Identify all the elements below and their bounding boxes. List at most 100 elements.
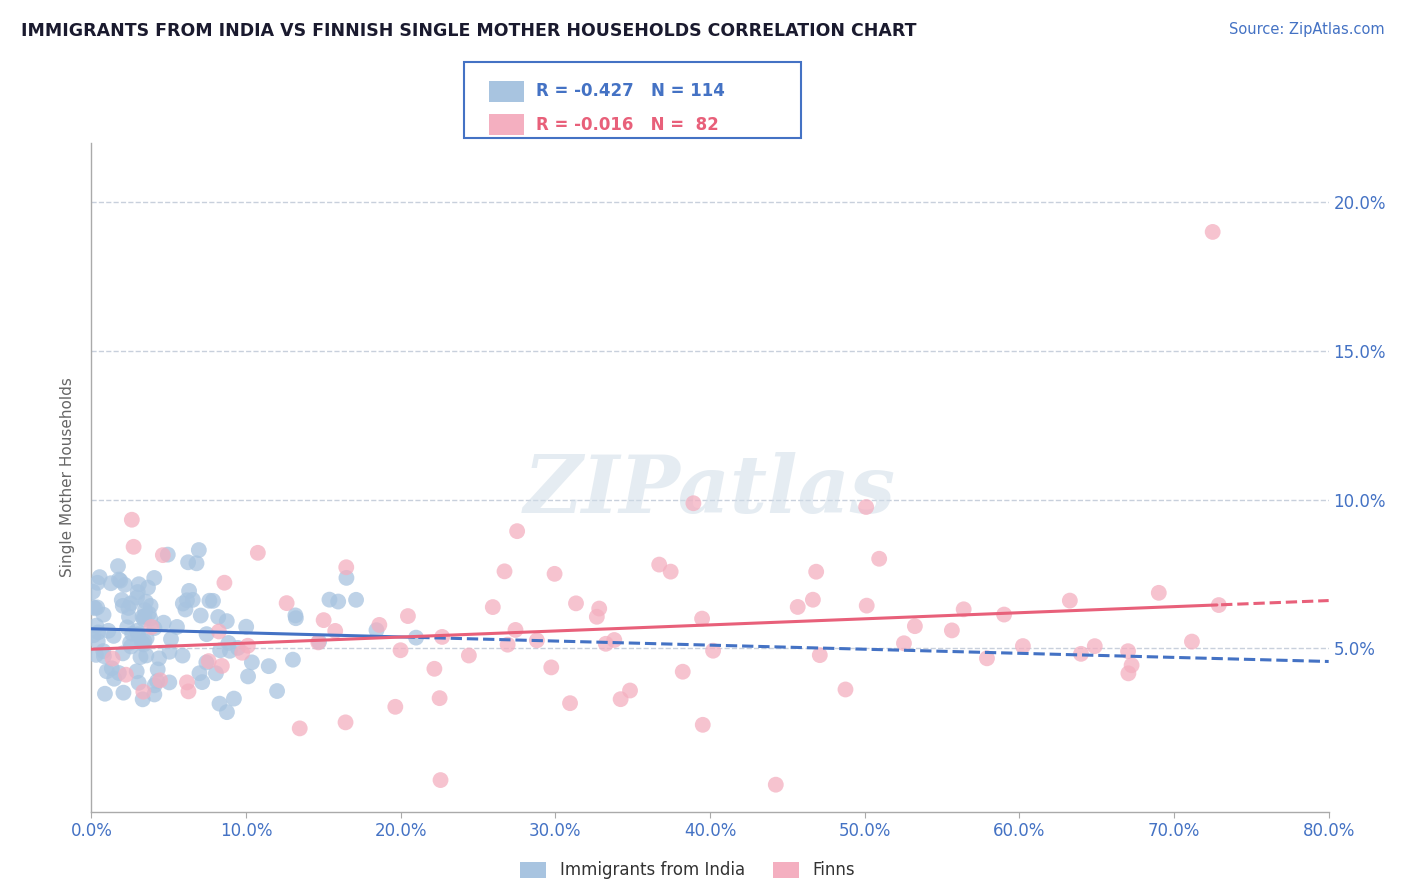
Point	[1147, 586, 1170, 600]
Point	[187, 543, 209, 558]
Point	[588, 601, 610, 615]
Point	[993, 607, 1015, 622]
Point	[308, 634, 330, 648]
Point	[808, 648, 831, 662]
Point	[128, 676, 150, 690]
Point	[682, 496, 704, 510]
Point	[143, 678, 166, 692]
Point	[506, 524, 529, 538]
Point	[201, 594, 224, 608]
Point	[240, 656, 263, 670]
Point	[868, 551, 890, 566]
Point	[195, 656, 218, 670]
Text: Finns: Finns	[813, 861, 855, 879]
Point	[396, 609, 419, 624]
Point	[692, 718, 714, 732]
Point	[1181, 634, 1204, 648]
Point	[429, 773, 451, 788]
Point	[152, 548, 174, 562]
Point	[1121, 658, 1143, 673]
Point	[368, 618, 391, 632]
Point	[177, 684, 200, 698]
Point	[181, 592, 204, 607]
Point	[101, 661, 124, 675]
Point	[335, 715, 357, 730]
Point	[146, 674, 169, 689]
Point	[941, 624, 963, 638]
Text: ZIPatlas: ZIPatlas	[524, 452, 896, 529]
Point	[257, 659, 280, 673]
Point	[131, 635, 153, 649]
Text: Source: ZipAtlas.com: Source: ZipAtlas.com	[1229, 22, 1385, 37]
Point	[146, 662, 169, 676]
Point	[318, 592, 340, 607]
Point	[93, 607, 115, 622]
Point	[152, 615, 174, 630]
Point	[129, 650, 152, 665]
Point	[177, 555, 200, 569]
Point	[108, 573, 131, 587]
Point	[405, 631, 427, 645]
Point	[893, 636, 915, 650]
Text: R = -0.016   N =  82: R = -0.016 N = 82	[536, 116, 718, 134]
Point	[93, 649, 115, 664]
Point	[172, 597, 194, 611]
Point	[120, 636, 142, 650]
Point	[114, 578, 136, 592]
Point	[108, 666, 131, 681]
Point	[135, 632, 157, 646]
Point	[585, 609, 607, 624]
Point	[134, 634, 156, 648]
Point	[107, 559, 129, 574]
Point	[1084, 639, 1107, 653]
Point	[139, 599, 162, 613]
Point	[122, 540, 145, 554]
Point	[344, 592, 367, 607]
Point	[197, 654, 219, 668]
Point	[160, 632, 183, 647]
Point	[141, 620, 163, 634]
Point	[222, 691, 245, 706]
Point	[389, 643, 412, 657]
Point	[111, 599, 134, 613]
Point	[235, 620, 257, 634]
Point	[609, 692, 631, 706]
Point	[1116, 644, 1139, 658]
Point	[125, 665, 148, 679]
Point	[208, 624, 231, 639]
Point	[236, 639, 259, 653]
Point	[89, 570, 111, 584]
Point	[952, 602, 974, 616]
Point	[177, 583, 200, 598]
Point	[148, 651, 170, 665]
Point	[132, 638, 155, 652]
Point	[143, 621, 166, 635]
Point	[595, 637, 617, 651]
Point	[120, 640, 142, 654]
Point	[276, 596, 298, 610]
Point	[186, 557, 208, 571]
Point	[526, 633, 548, 648]
Text: IMMIGRANTS FROM INDIA VS FINNISH SINGLE MOTHER HOUSEHOLDS CORRELATION CHART: IMMIGRANTS FROM INDIA VS FINNISH SINGLE …	[21, 22, 917, 40]
Point	[307, 635, 329, 649]
Point	[281, 653, 304, 667]
Point	[494, 565, 516, 579]
Point	[166, 620, 188, 634]
Point	[82, 584, 104, 599]
Point	[496, 638, 519, 652]
Point	[156, 548, 179, 562]
Point	[540, 660, 562, 674]
Point	[115, 620, 138, 634]
Point	[86, 575, 108, 590]
Point	[87, 625, 110, 640]
Point	[648, 558, 671, 572]
Point	[121, 513, 143, 527]
Point	[246, 546, 269, 560]
Point	[855, 500, 877, 514]
Point	[702, 643, 724, 657]
Point	[136, 581, 159, 595]
Point	[366, 623, 388, 637]
Point	[115, 667, 138, 681]
Point	[231, 646, 253, 660]
Point	[97, 624, 120, 638]
